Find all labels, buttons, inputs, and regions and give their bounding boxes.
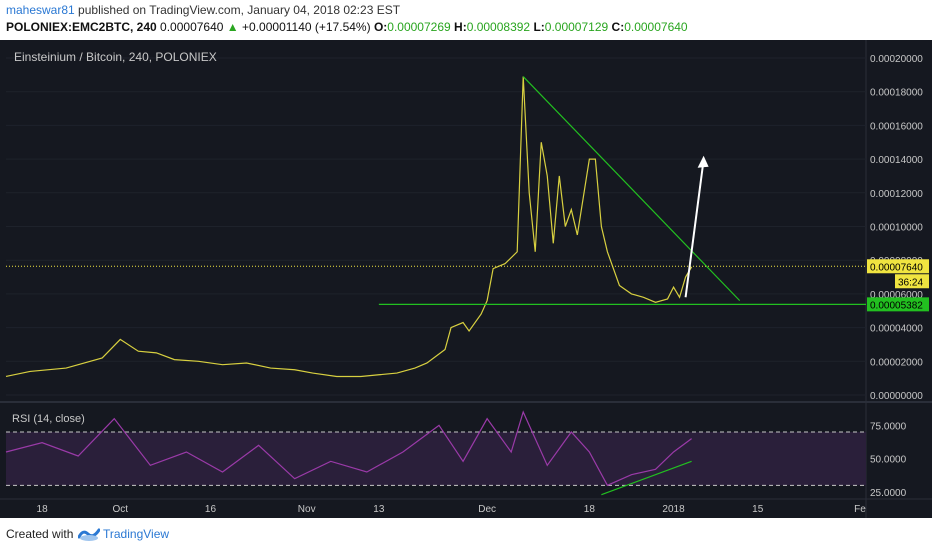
up-arrow-shaft[interactable] bbox=[684, 159, 705, 298]
price-tick-label: 0.00000000 bbox=[870, 391, 923, 402]
symbol-label: POLONIEX:EMC2BTC, 240 bbox=[6, 20, 157, 34]
price-tick-label: 0.00012000 bbox=[870, 189, 923, 200]
time-tick-label: 18 bbox=[584, 504, 596, 515]
chart-area[interactable]: Einsteinium / Bitcoin, 240, POLONIEX 0.00… bbox=[0, 40, 932, 518]
tradingview-brand-link[interactable]: TradingView bbox=[103, 527, 170, 541]
price-tick-label: 0.00010000 bbox=[870, 223, 923, 234]
time-tick-label: 13 bbox=[373, 504, 385, 515]
low-value: 0.00007129 bbox=[544, 20, 609, 34]
support-price-label: 0.00005382 bbox=[870, 300, 923, 311]
created-with-label: Created with bbox=[6, 527, 74, 541]
price-change: +0.00001140 (+17.54%) bbox=[242, 20, 371, 34]
ohlc-line: POLONIEX:EMC2BTC, 240 0.00007640 ▲ +0.00… bbox=[6, 20, 688, 34]
time-tick-label: Dec bbox=[478, 504, 496, 515]
open-label: O: bbox=[373, 20, 388, 34]
price-tick-label: 0.00016000 bbox=[870, 121, 923, 132]
time-tick-label: 18 bbox=[37, 504, 49, 515]
price-tick-label: 0.00020000 bbox=[870, 54, 923, 65]
time-tick-label: Oct bbox=[112, 504, 128, 515]
price-tick-label: 0.00006000 bbox=[870, 290, 923, 301]
footer: Created with TradingView bbox=[0, 518, 932, 550]
countdown-label: 36:24 bbox=[898, 277, 923, 288]
time-tick-label: 15 bbox=[752, 504, 764, 515]
rsi-tick-label: 75.0000 bbox=[870, 421, 907, 432]
open-value: 0.00007269 bbox=[387, 20, 451, 34]
current-price-label: 0.00007640 bbox=[870, 262, 923, 273]
close-value: 0.00007640 bbox=[624, 20, 688, 34]
time-tick-label: Nov bbox=[298, 504, 316, 515]
support-price-label-box bbox=[867, 297, 929, 312]
rsi-tick-label: 50.0000 bbox=[870, 455, 907, 466]
high-value: 0.00008392 bbox=[466, 20, 531, 34]
header: maheswar81 published on TradingView.com,… bbox=[0, 0, 932, 40]
rsi-rising-trendline[interactable] bbox=[601, 460, 692, 496]
publish-info: published on TradingView.com, January 04… bbox=[78, 3, 401, 17]
up-arrow-icon: ▲ bbox=[226, 20, 239, 34]
rsi-band bbox=[6, 432, 866, 486]
tradingview-logo-icon[interactable] bbox=[77, 526, 101, 547]
high-label: H: bbox=[454, 20, 467, 34]
rsi-line bbox=[5, 410, 692, 487]
price-tick-label: 0.00002000 bbox=[870, 357, 923, 368]
time-tick-label: 2018 bbox=[662, 504, 685, 515]
countdown-label-box bbox=[895, 274, 929, 289]
last-price: 0.00007640 bbox=[160, 20, 224, 34]
time-tick-label: Fe bbox=[854, 504, 866, 515]
rsi-tick-label: 25.0000 bbox=[870, 488, 907, 499]
rsi-title: RSI (14, close) bbox=[12, 413, 85, 425]
price-tick-label: 0.00004000 bbox=[870, 324, 923, 335]
chart-svg[interactable]: Einsteinium / Bitcoin, 240, POLONIEX 0.00… bbox=[0, 40, 932, 518]
price-tick-label: 0.00018000 bbox=[870, 88, 923, 99]
author-link[interactable]: maheswar81 bbox=[6, 3, 75, 17]
time-tick-label: 16 bbox=[205, 504, 217, 515]
price-tick-label: 0.00014000 bbox=[870, 155, 923, 166]
publish-line: maheswar81 published on TradingView.com,… bbox=[6, 3, 400, 17]
descending-trendline[interactable] bbox=[522, 76, 741, 302]
current-price-label-box bbox=[867, 259, 929, 274]
close-label: C: bbox=[611, 20, 625, 34]
main-chart-title: Einsteinium / Bitcoin, 240, POLONIEX bbox=[14, 50, 217, 64]
up-arrow-head-icon bbox=[697, 155, 709, 168]
low-label: L: bbox=[533, 20, 545, 34]
price-line bbox=[5, 76, 693, 378]
